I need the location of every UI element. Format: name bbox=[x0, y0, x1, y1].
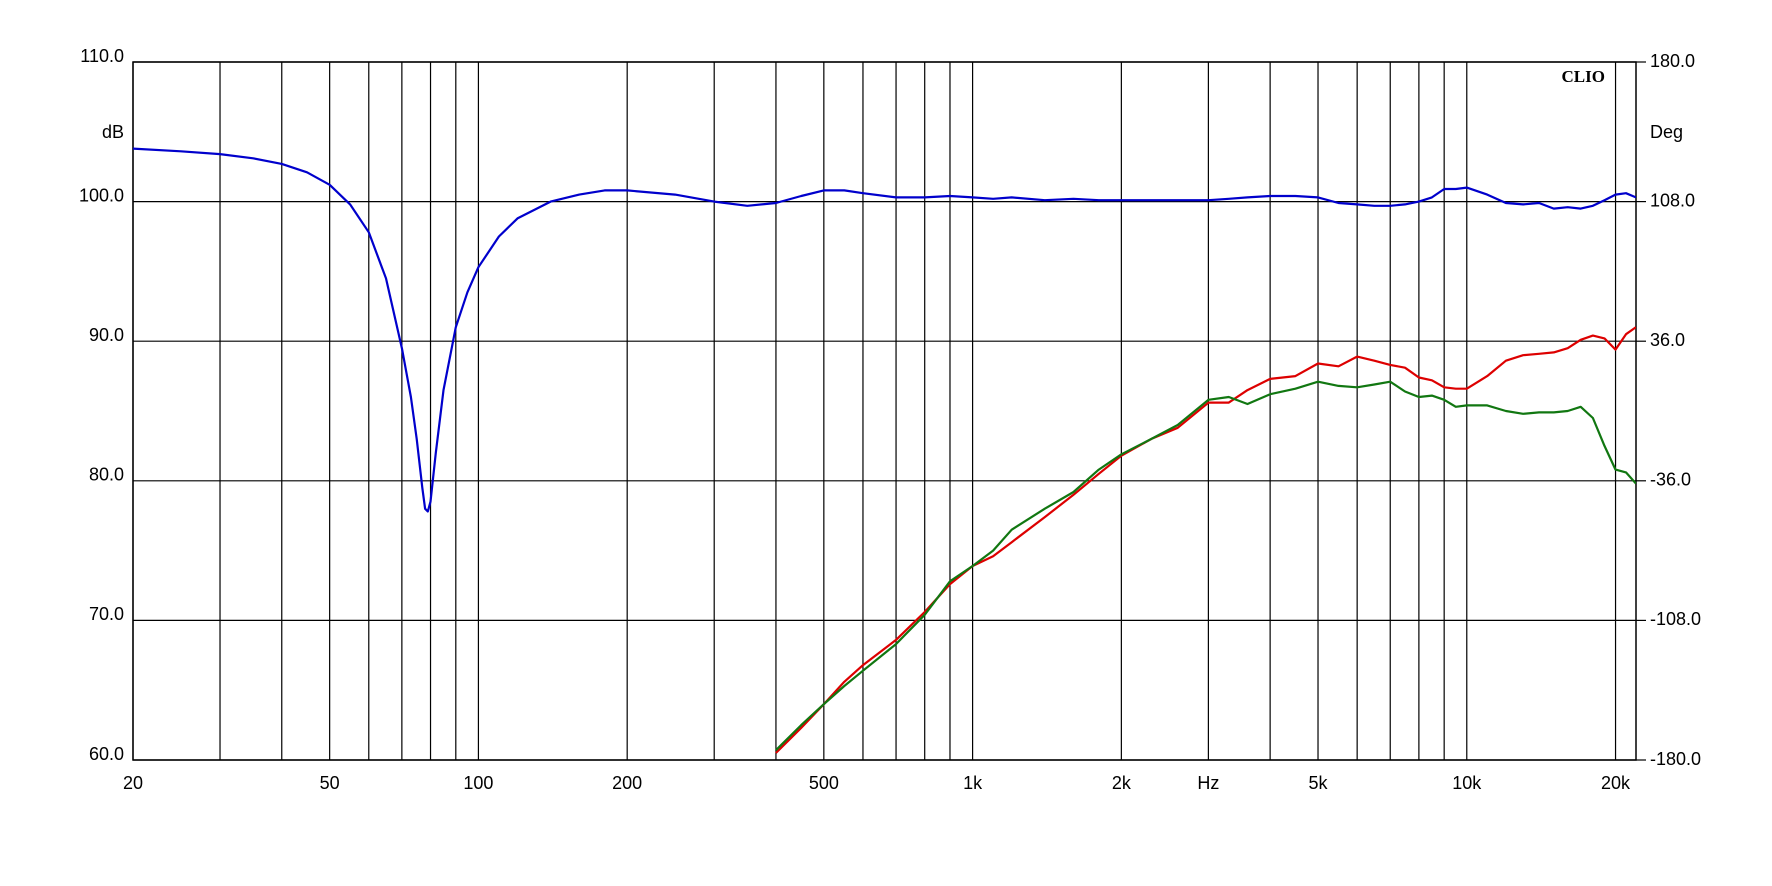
plot-frame bbox=[132, 61, 1637, 761]
y2-tick-label: 36.0 bbox=[1650, 330, 1685, 350]
y-tick-label: 110.0 bbox=[80, 46, 124, 66]
x-tick-label: 10k bbox=[1452, 773, 1482, 793]
y2-tick-label: 108.0 bbox=[1650, 190, 1695, 210]
data-line bbox=[133, 147, 1636, 513]
x-tick-label: 1k bbox=[963, 773, 983, 793]
x-tick-label: Hz bbox=[1197, 773, 1219, 793]
x-tick-label: 20 bbox=[123, 773, 143, 793]
y-tick-label: 80.0 bbox=[89, 465, 124, 485]
y-axis-label: dB bbox=[102, 122, 124, 142]
y-tick-label: 60.0 bbox=[89, 744, 124, 764]
data-line bbox=[775, 380, 1636, 751]
x-tick-label: 200 bbox=[612, 773, 642, 793]
y2-tick-label: 180.0 bbox=[1650, 51, 1695, 71]
y-tick-label: 100.0 bbox=[79, 185, 124, 205]
x-tick-label: 100 bbox=[463, 773, 493, 793]
y-tick-label: 90.0 bbox=[89, 325, 124, 345]
x-tick-label: 2k bbox=[1112, 773, 1132, 793]
y-tick-label: 70.0 bbox=[89, 604, 124, 624]
y2-tick-label: -180.0 bbox=[1650, 749, 1701, 769]
y2-tick-label: -36.0 bbox=[1650, 470, 1691, 490]
x-tick-label: 5k bbox=[1309, 773, 1329, 793]
x-tick-label: 50 bbox=[320, 773, 340, 793]
y2-tick-label: -108.0 bbox=[1650, 609, 1701, 629]
x-tick-label: 20k bbox=[1601, 773, 1631, 793]
y2-axis-label: Deg bbox=[1650, 122, 1683, 142]
brand: CLIO bbox=[1562, 67, 1605, 86]
data-line bbox=[775, 326, 1636, 754]
x-tick-label: 500 bbox=[809, 773, 839, 793]
